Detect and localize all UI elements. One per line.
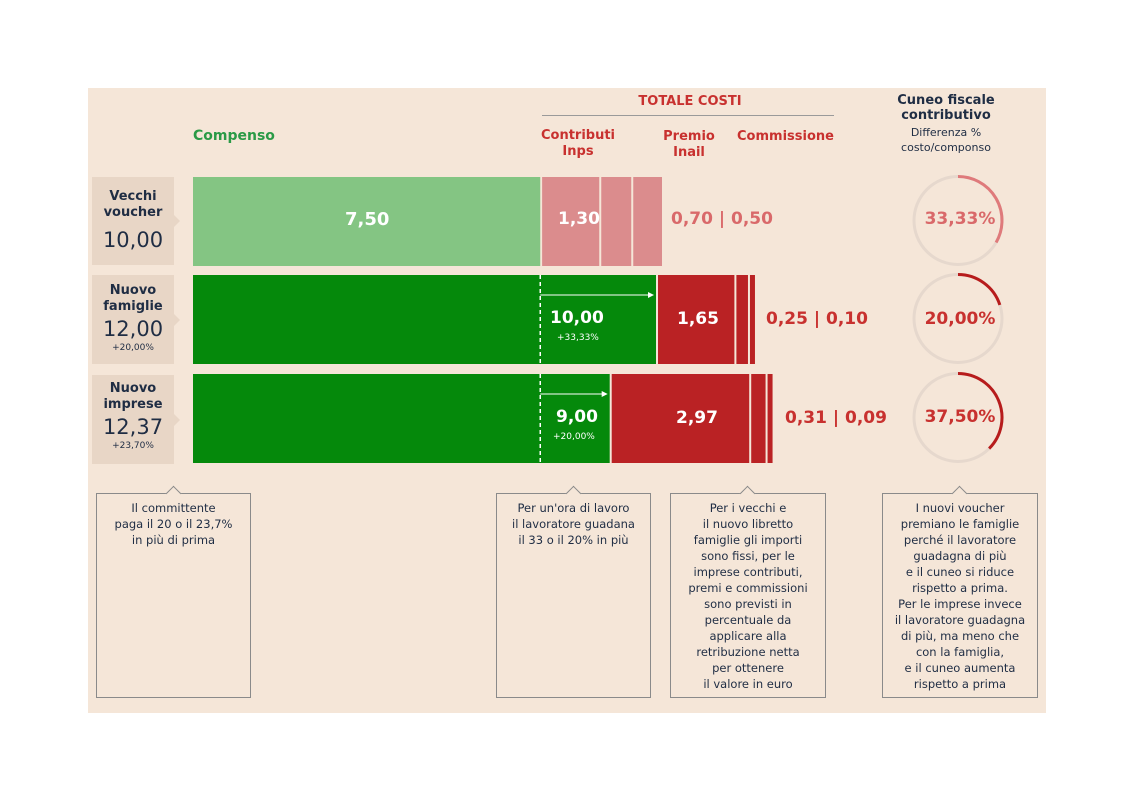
bar-premio-inail-1: [736, 275, 748, 364]
header-totale-costi: TOTALE COSTI: [638, 94, 742, 109]
bar-compenso-0: [193, 177, 541, 266]
bar-label-inps-2: 2,97: [676, 408, 718, 428]
header-commissione: Commissione: [737, 129, 834, 144]
cuneo-label-1: 20,00%: [924, 309, 996, 329]
bar-compenso-2: [193, 374, 610, 463]
cuneo-ring-arc-0: [957, 175, 1004, 244]
header-cuneo-title: Cuneo fiscale contributivo: [897, 93, 995, 123]
row-label-nuovo-imprese: Nuovo imprese 12,37 +23,70%: [92, 375, 180, 464]
bar-commissione-2: [767, 374, 773, 463]
cuneo-ring-arc-2: [957, 372, 1004, 450]
growth-arrowhead-2: [601, 391, 608, 397]
note-lavoratore: Per un'ora di lavoro il lavoratore guadan…: [496, 493, 651, 698]
note-committente: Il committente paga il 20 o il 23,7% in pi…: [96, 493, 251, 698]
bar-label-compenso-0: 7,50: [345, 209, 390, 230]
bar-commissione-1: [749, 275, 755, 364]
row-total: 12,37: [102, 415, 164, 439]
note-importi: Per i vecchi e il nuovo libretto famiglie …: [670, 493, 826, 698]
header-totale-divider: [542, 115, 834, 116]
bar-premio-inail-2: [751, 374, 766, 463]
growth-arrowhead-1: [648, 292, 654, 298]
row-label-nuovo-famiglie: Nuovo famiglie 12,00 +20,00%: [92, 275, 180, 364]
bar-label-compenso-1: 10,00: [550, 308, 604, 328]
bar-compenso-1: [193, 275, 656, 364]
pair-label-2: 0,31 | 0,09: [785, 408, 887, 428]
cuneo-ring-arc-1: [957, 273, 1002, 306]
row-total: 10,00: [102, 228, 164, 252]
note-conclusione: I nuovi voucher premiano le famiglie perch…: [882, 493, 1038, 698]
row-change: +23,70%: [112, 441, 154, 451]
row-total: 12,00: [102, 317, 164, 341]
bar-label-inps-0: 1,30: [558, 209, 600, 229]
header-contributi: Contributi Inps: [540, 128, 616, 159]
header-cuneo-subtitle: Differenza % costo/componso: [901, 126, 991, 154]
bar-contributi-inps-2: [611, 374, 750, 463]
cuneo-label-2: 37,50%: [924, 407, 996, 427]
header-premio: Premio Inail: [663, 129, 715, 160]
pair-label-0: 0,70 | 0,50: [671, 209, 773, 229]
bar-sublabel-compenso-2: +20,00%: [553, 432, 595, 442]
bar-sublabel-compenso-1: +33,33%: [557, 333, 599, 343]
row-label-vecchi-voucher: Vecchi voucher 10,00: [92, 177, 180, 265]
row-change: +20,00%: [112, 343, 154, 353]
pair-label-1: 0,25 | 0,10: [766, 309, 868, 329]
cuneo-label-0: 33,33%: [924, 209, 996, 229]
header-compenso: Compenso: [193, 128, 275, 144]
bar-label-inps-1: 1,65: [677, 309, 719, 329]
bar-label-compenso-2: 9,00: [556, 407, 598, 427]
bar-contributi-inps-1: [658, 275, 735, 364]
